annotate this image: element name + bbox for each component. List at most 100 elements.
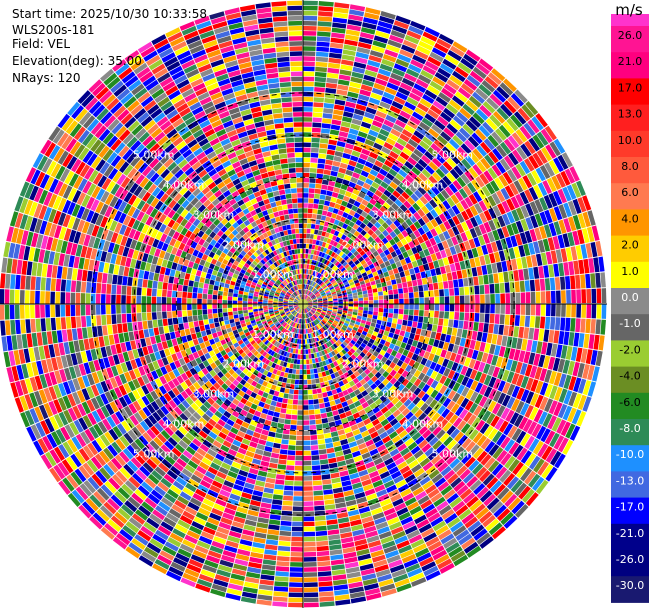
velocity-gate [439,304,445,311]
velocity-gate [379,206,388,214]
velocity-gate [333,12,348,19]
velocity-gate [338,245,345,251]
velocity-gate [442,58,457,70]
velocity-gate [390,251,398,258]
velocity-gate [288,394,294,400]
velocity-gate [383,249,391,256]
velocity-gate [304,284,306,289]
velocity-gate [456,328,463,338]
velocity-gate [449,154,461,165]
velocity-gate [367,243,374,250]
velocity-gate [325,159,333,166]
velocity-gate [316,173,324,179]
velocity-gate [313,495,324,501]
velocity-gate [325,385,331,392]
velocity-gate [425,165,435,175]
velocity-gate [391,146,402,155]
velocity-gate [378,68,391,77]
velocity-gate [468,193,478,205]
velocity-gate [333,104,345,111]
velocity-gate [289,582,303,588]
velocity-gate [488,151,499,164]
velocity-gate [416,199,425,208]
velocity-gate [366,250,372,257]
velocity-gate [299,369,303,375]
velocity-gate [373,304,379,308]
velocity-gate [361,272,368,277]
velocity-gate [305,295,308,300]
velocity-gate [308,264,312,270]
velocity-gate [446,272,453,281]
velocity-gate [311,455,320,461]
velocity-gate [500,103,513,117]
velocity-gate [480,304,485,313]
velocity-gate [324,98,335,104]
velocity-gate [329,129,340,136]
velocity-gate [437,242,445,251]
velocity-gate [311,142,320,148]
velocity-gate [395,173,405,182]
velocity-gate [278,418,285,424]
velocity-gate [366,260,373,266]
velocity-gate [340,259,346,265]
velocity-gate [433,282,439,290]
velocity-gate [430,331,437,339]
velocity-gate [299,379,303,385]
velocity-gate [326,190,333,197]
velocity-gate [358,94,370,102]
velocity-gate [330,42,344,49]
velocity-gate [326,274,332,279]
velocity-gate [357,233,364,240]
velocity-gate [461,210,470,221]
velocity-gate [303,122,312,127]
velocity-gate [327,452,336,459]
velocity-gate [388,168,398,177]
velocity-gate [491,263,498,274]
velocity-gate [318,11,333,17]
velocity-gate [475,87,489,101]
velocity-gate [435,267,442,276]
velocity-gate [421,205,430,215]
velocity-gate [306,296,310,301]
velocity-gate [486,97,499,110]
velocity-gate [318,241,323,247]
velocity-gate [303,587,319,593]
velocity-gate [323,108,334,114]
velocity-gate [303,531,316,537]
velocity-gate [489,93,503,107]
velocity-gate [320,275,325,281]
velocity-gate [468,167,479,179]
velocity-gate [319,459,329,465]
velocity-gate [306,285,309,290]
velocity-gate [454,304,460,312]
velocity-gate [328,539,341,546]
velocity-gate [210,327,217,334]
velocity-gate [366,269,372,275]
velocity-gate [310,157,318,163]
velocity-gate [370,124,381,133]
velocity-gate [560,170,571,186]
velocity-gate [486,333,493,344]
velocity-gate [364,256,371,263]
velocity-gate [495,144,507,158]
velocity-gate [453,279,459,288]
velocity-gate [356,226,363,233]
velocity-gate [472,148,484,160]
velocity-gate [540,291,546,304]
velocity-gate [457,87,471,99]
velocity-gate [441,273,448,282]
velocity-gate [376,247,384,255]
velocity-gate [331,280,337,285]
velocity-gate [344,218,351,225]
velocity-gate [315,378,320,384]
velocity-gate [327,244,333,250]
velocity-gate [576,289,582,304]
velocity-gate [342,212,349,219]
velocity-gate [326,282,332,287]
velocity-gate [479,313,485,323]
velocity-gate [271,504,282,510]
velocity-gate [303,536,316,542]
velocity-gate [310,224,316,229]
velocity-gate [564,168,576,184]
velocity-gate [393,256,400,263]
